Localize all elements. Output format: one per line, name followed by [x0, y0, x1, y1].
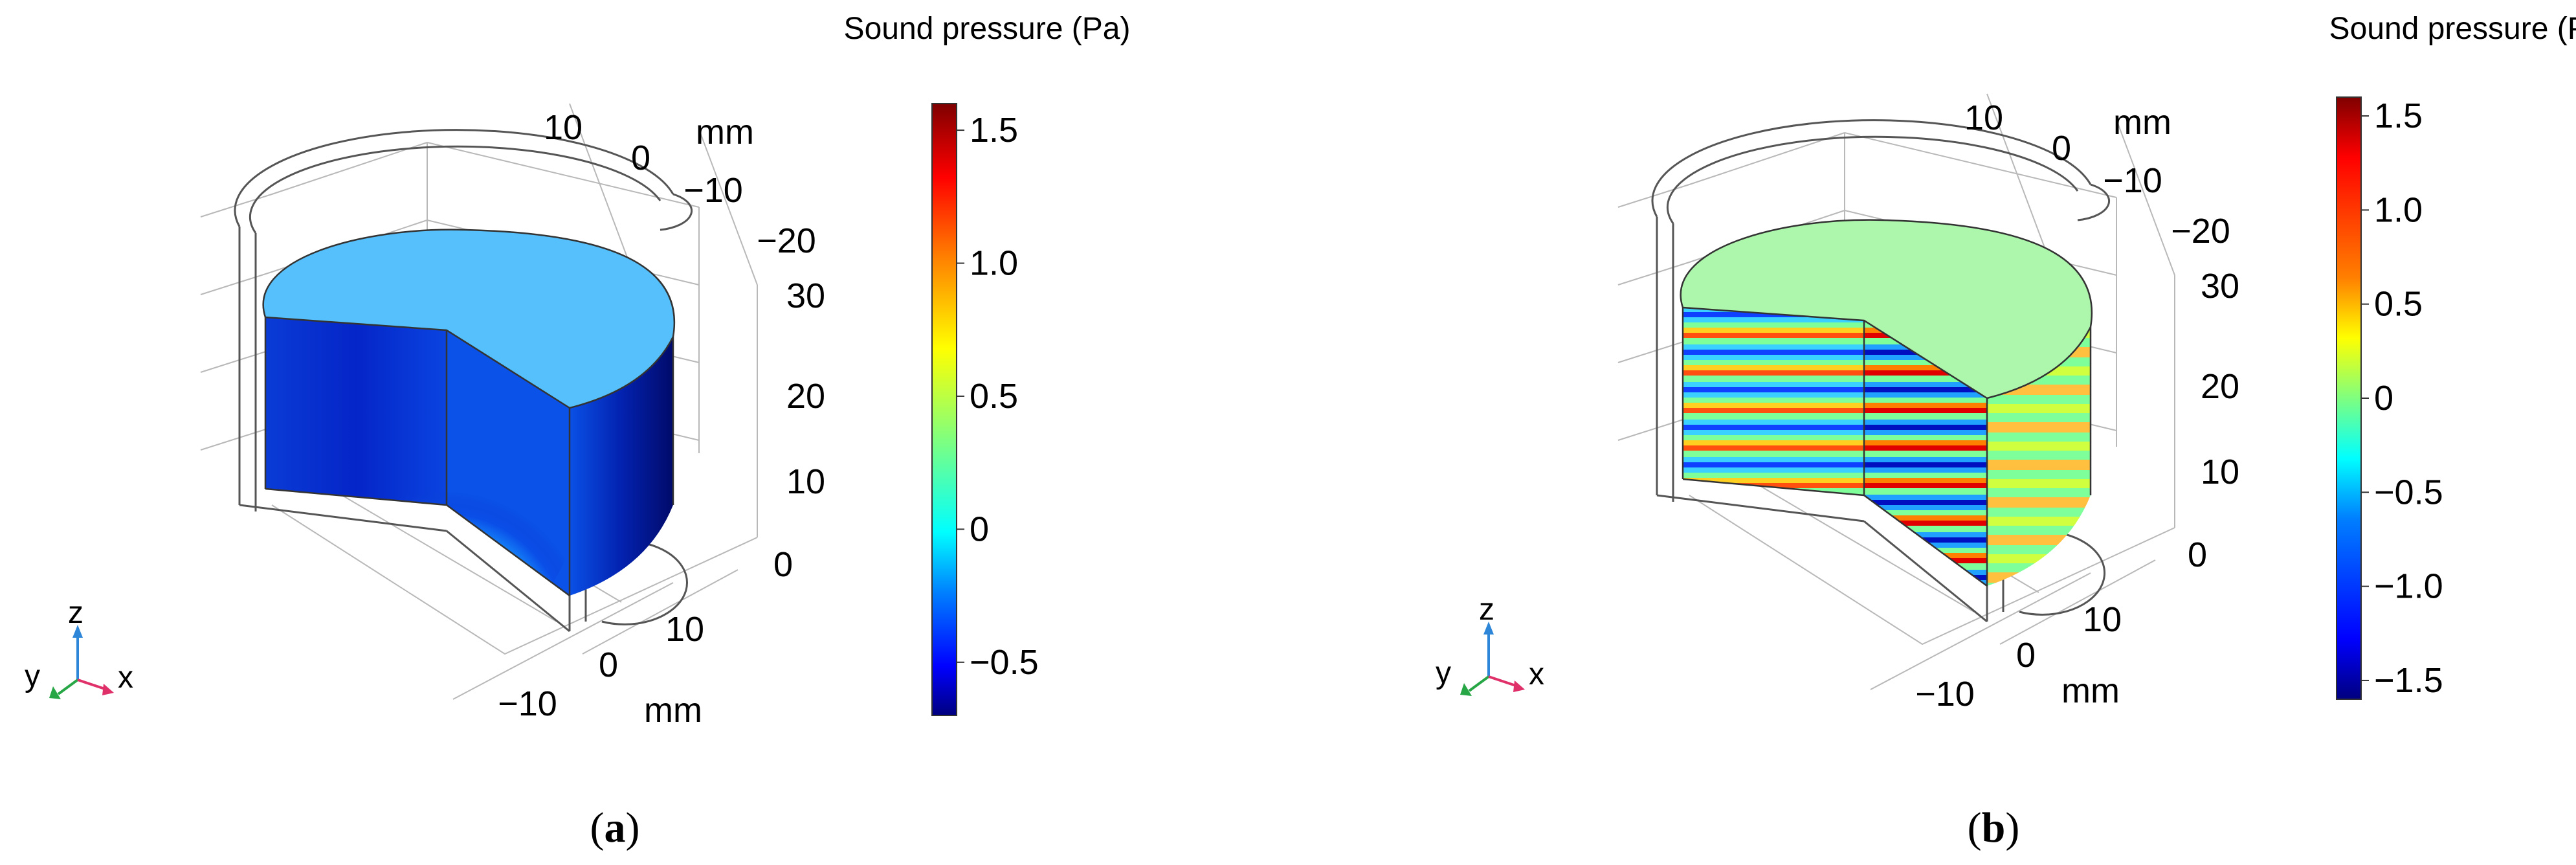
panel-label-a: (a) — [590, 804, 640, 851]
x-tick-0: 10 — [2083, 600, 2122, 639]
triad-y-label: y — [25, 659, 40, 693]
panel-a: 10 0 −10 −20 mm 30 20 10 0 10 0 −10 mm z… — [25, 12, 1131, 851]
colorbar-tick-label: −0.5 — [970, 643, 1039, 682]
curved-surface-b — [1987, 327, 2091, 586]
x-tick-1: 0 — [599, 646, 618, 684]
top-cap-a — [263, 229, 674, 408]
y-tick-1: 0 — [631, 139, 650, 177]
y-tick-1: 0 — [2052, 129, 2071, 168]
panel-b: 10 0 −10 −20 mm 30 20 10 0 10 0 −10 mm z… — [1288, 0, 2576, 865]
panel-b-plot: 10 0 −10 −20 mm 30 20 10 0 10 0 −10 mm z… — [1436, 12, 2576, 851]
triad-x-arrow-icon — [102, 684, 114, 695]
triad-x-label: x — [1529, 657, 1544, 691]
y-tick-0: 10 — [1964, 98, 2003, 137]
z-tick-0: 30 — [2201, 267, 2239, 306]
colorbar-tick-label: 0.5 — [2374, 285, 2423, 324]
solid-edges-b — [1680, 219, 2093, 587]
x-axis-unit: mm — [644, 691, 702, 730]
y-tick-0: 10 — [544, 108, 583, 147]
axis-triad-a: z y x — [25, 596, 133, 699]
colorbar-b: Sound pressure (Pa) 1.5 1.0 0.5 0 −0.5 −1.0 −1… — [2329, 12, 2576, 700]
x-axis-unit: mm — [2061, 671, 2120, 710]
axis-x-labels-b: 10 0 −10 mm — [1915, 600, 2122, 713]
colorbar-ticks-b: 1.5 1.0 0.5 0 −0.5 −1.0 −1.5 — [2361, 96, 2443, 700]
colorbar-tick-label: 0 — [970, 510, 989, 548]
z-tick-3: 0 — [773, 545, 793, 584]
y-tick-3: −20 — [2171, 212, 2230, 251]
triad-x-arrow-icon — [1513, 680, 1525, 692]
colorbar-title: Sound pressure (Pa) — [844, 12, 1131, 46]
colorbar-tick-label: 1.0 — [970, 244, 1018, 283]
colorbar-tick-label: 1.5 — [2374, 96, 2423, 135]
colorbar-tick-label: 0.5 — [970, 377, 1018, 416]
y-tick-3: −20 — [757, 221, 816, 260]
triad-y-arrow-icon — [49, 686, 61, 699]
z-tick-1: 20 — [786, 377, 825, 416]
top-cap-b — [1680, 219, 2092, 398]
axis-x-labels-a: 10 0 −10 mm — [498, 610, 704, 730]
cut-face-right-b — [1864, 320, 1987, 586]
z-tick-1: 20 — [2201, 367, 2239, 406]
y-tick-2: −10 — [683, 171, 743, 210]
solid-edges-a — [262, 229, 675, 597]
triad-z-label: z — [1479, 592, 1494, 627]
colorbar-ramp — [931, 103, 957, 716]
cut-face-left-b — [1683, 308, 1864, 495]
axis-z-labels-b: 30 20 10 0 — [2188, 267, 2239, 574]
y-axis-unit: mm — [696, 113, 754, 152]
x-tick-2: −10 — [498, 684, 557, 723]
cut-face-left-a — [265, 317, 447, 505]
colorbar-ticks-a: 1.5 1.0 0.5 0 −0.5 — [957, 111, 1039, 682]
x-tick-1: 0 — [2016, 636, 2036, 675]
colorbar-tick-label: 0 — [2374, 379, 2393, 418]
y-axis-unit: mm — [2113, 103, 2171, 142]
colorbar-ramp — [2336, 96, 2362, 700]
triad-z-arrow-icon — [1483, 622, 1494, 635]
triad-x-label: x — [118, 660, 133, 695]
colorbar-tick-label: 1.0 — [2374, 190, 2423, 229]
colorbar-tick-label: −1.5 — [2374, 661, 2443, 700]
x-tick-2: −10 — [1915, 675, 1975, 713]
z-tick-2: 10 — [2201, 453, 2239, 491]
panel-label-b: (b) — [1968, 804, 2020, 851]
z-tick-0: 30 — [786, 276, 825, 315]
triad-y-label: y — [1436, 656, 1451, 690]
curved-surface-a — [570, 337, 673, 596]
y-tick-2: −10 — [2103, 161, 2162, 200]
triad-z-label: z — [68, 596, 83, 630]
axis-y-labels-a: 10 0 −10 −20 mm — [544, 108, 816, 260]
colorbar-tick-label: −1.0 — [2374, 567, 2443, 606]
colorbar-title: Sound pressure (Pa) — [2329, 12, 2576, 46]
panel-a-plot: 10 0 −10 −20 mm 30 20 10 0 10 0 −10 mm z… — [25, 12, 1131, 851]
axis-triad-b: z y x — [1436, 592, 1544, 696]
triad-y-arrow-icon — [1460, 683, 1472, 696]
colorbar-a: Sound pressure (Pa) 1.5 1.0 0.5 0 −0.5 — [844, 12, 1131, 716]
colorbar-tick-label: −0.5 — [2374, 473, 2443, 511]
axis-y-labels-b: 10 0 −10 −20 mm — [1964, 98, 2230, 251]
triad-z-arrow-icon — [72, 625, 83, 638]
z-tick-2: 10 — [786, 462, 825, 501]
axis-z-labels-a: 30 20 10 0 — [773, 276, 825, 584]
z-tick-3: 0 — [2188, 535, 2207, 574]
x-tick-0: 10 — [665, 610, 704, 649]
colorbar-tick-label: 1.5 — [970, 111, 1018, 150]
